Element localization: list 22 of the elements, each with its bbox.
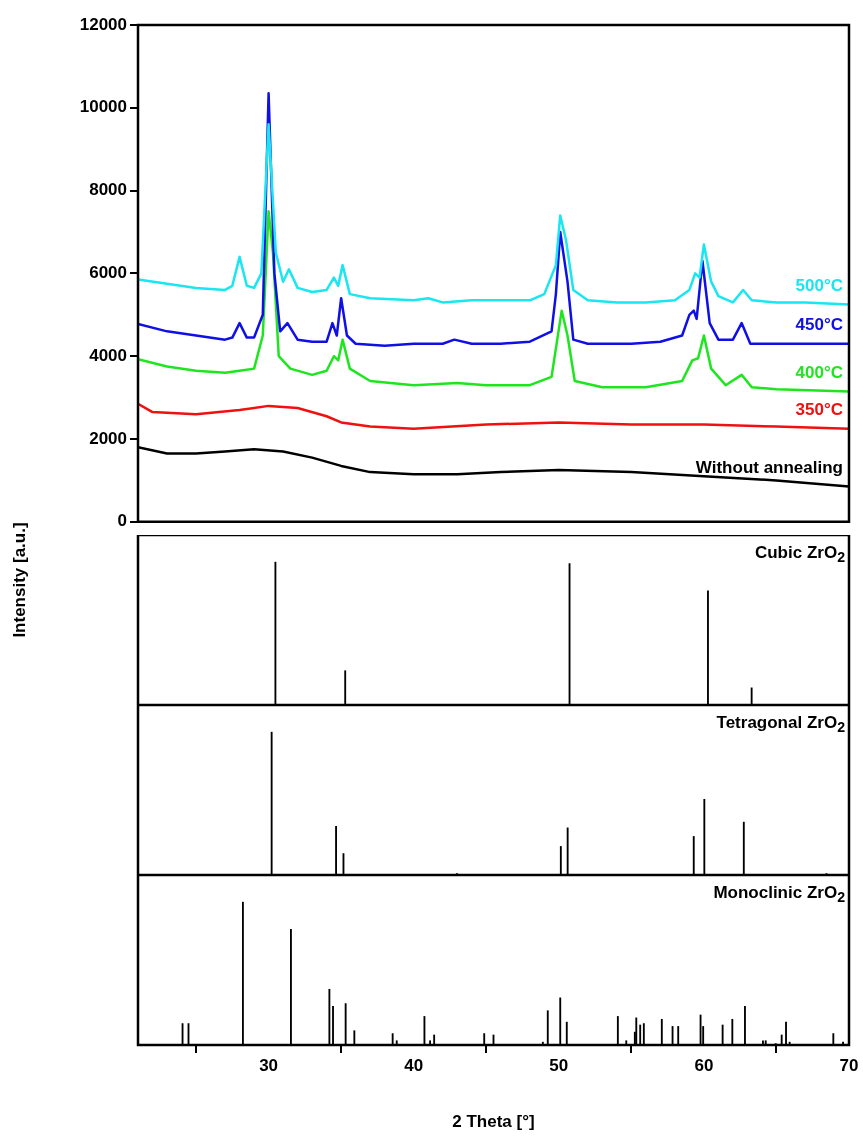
series-label: 500°C xyxy=(795,275,843,295)
y-tick-label: 12000 xyxy=(79,14,127,34)
annotation: Tetragonal ZrO$_{2}$ xyxy=(716,713,845,736)
y-axis-title: Intensity [a.u.] xyxy=(10,522,30,638)
annotation: Monoclinic ZrO$_{2}$ xyxy=(713,883,845,906)
series-label: 350°C xyxy=(795,399,843,419)
annotation: Cubic ZrO$_{2}$ xyxy=(754,543,845,566)
series-label: Without annealing xyxy=(695,457,843,477)
y-tick-label: 4000 xyxy=(89,345,127,365)
y-tick-label: 0 xyxy=(117,511,127,531)
y-tick-label: 2000 xyxy=(89,428,127,448)
y-tick-label: 10000 xyxy=(79,97,127,117)
x-tick-label: 30 xyxy=(259,1055,279,1075)
series-label: 450°C xyxy=(795,314,843,334)
x-axis-title: 2 Theta [°] xyxy=(452,1112,535,1132)
x-tick-label: 70 xyxy=(839,1055,859,1075)
series-label: 400°C xyxy=(795,362,843,382)
y-tick-label: 8000 xyxy=(89,180,127,200)
x-tick-label: 60 xyxy=(694,1055,714,1075)
x-tick-label: 50 xyxy=(549,1055,569,1075)
x-tick-label: 40 xyxy=(404,1055,424,1075)
y-tick-label: 6000 xyxy=(89,263,127,283)
